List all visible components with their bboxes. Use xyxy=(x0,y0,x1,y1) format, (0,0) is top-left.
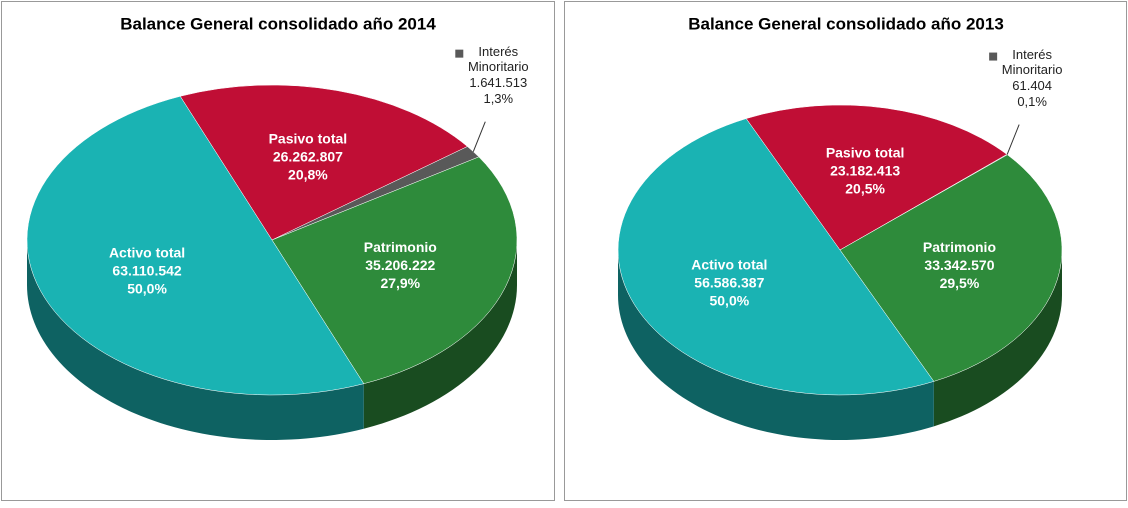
slice-label: Interés Minoritario xyxy=(467,43,529,74)
slice-percent: 50,0% xyxy=(709,292,749,308)
pie-slice xyxy=(271,156,518,385)
slice-value: 35.206.222 xyxy=(365,257,435,273)
chart-title: Balance General consolidado año 2014 xyxy=(120,14,436,33)
slice-label: Activo total xyxy=(691,256,767,272)
slice-percent: 50,0% xyxy=(127,281,167,297)
slice-percent: 0,1% xyxy=(1017,94,1047,109)
slice-label: Interés Minoritario xyxy=(1001,46,1063,77)
pie-side xyxy=(27,240,364,441)
slice-label-text: Interés Minoritario xyxy=(1001,46,1063,77)
chart-title: Balance General consolidado año 2013 xyxy=(688,14,1004,33)
leader-line xyxy=(472,121,486,152)
slice-label-text: Interés Minoritario xyxy=(467,43,529,74)
slice-percent: 1,3% xyxy=(483,91,513,106)
pie-slice xyxy=(617,118,935,396)
slice-label: Pasivo total xyxy=(269,131,348,147)
slice-value: 33.342.570 xyxy=(924,257,994,273)
pie-side xyxy=(933,250,1062,427)
pie-slice xyxy=(839,154,1063,382)
slice-value: 26.262.807 xyxy=(273,149,343,165)
slice-percent: 20,8% xyxy=(288,167,328,183)
pie-slice xyxy=(745,104,1008,251)
slice-label: Patrimonio xyxy=(923,239,996,255)
slice-value: 23.182.413 xyxy=(830,163,900,179)
slice-value: 61.404 xyxy=(1012,78,1052,93)
pie-side xyxy=(363,240,517,429)
legend-swatch xyxy=(455,49,464,58)
slice-label: Activo total xyxy=(109,245,185,261)
slice-percent: 20,5% xyxy=(845,181,885,197)
slice-value: 1.641.513 xyxy=(469,75,527,90)
slice-percent: 27,9% xyxy=(380,275,420,291)
pie-slice xyxy=(26,95,365,396)
pie-slice xyxy=(179,84,468,241)
slice-value: 56.586.387 xyxy=(694,274,764,290)
slice-label: Pasivo total xyxy=(826,145,905,161)
pie-side xyxy=(618,250,934,440)
legend-swatch xyxy=(989,52,998,61)
slice-value: 63.110.542 xyxy=(112,263,182,279)
slice-percent: 29,5% xyxy=(940,275,980,291)
leader-line xyxy=(1006,124,1020,155)
slice-label: Patrimonio xyxy=(364,239,437,255)
